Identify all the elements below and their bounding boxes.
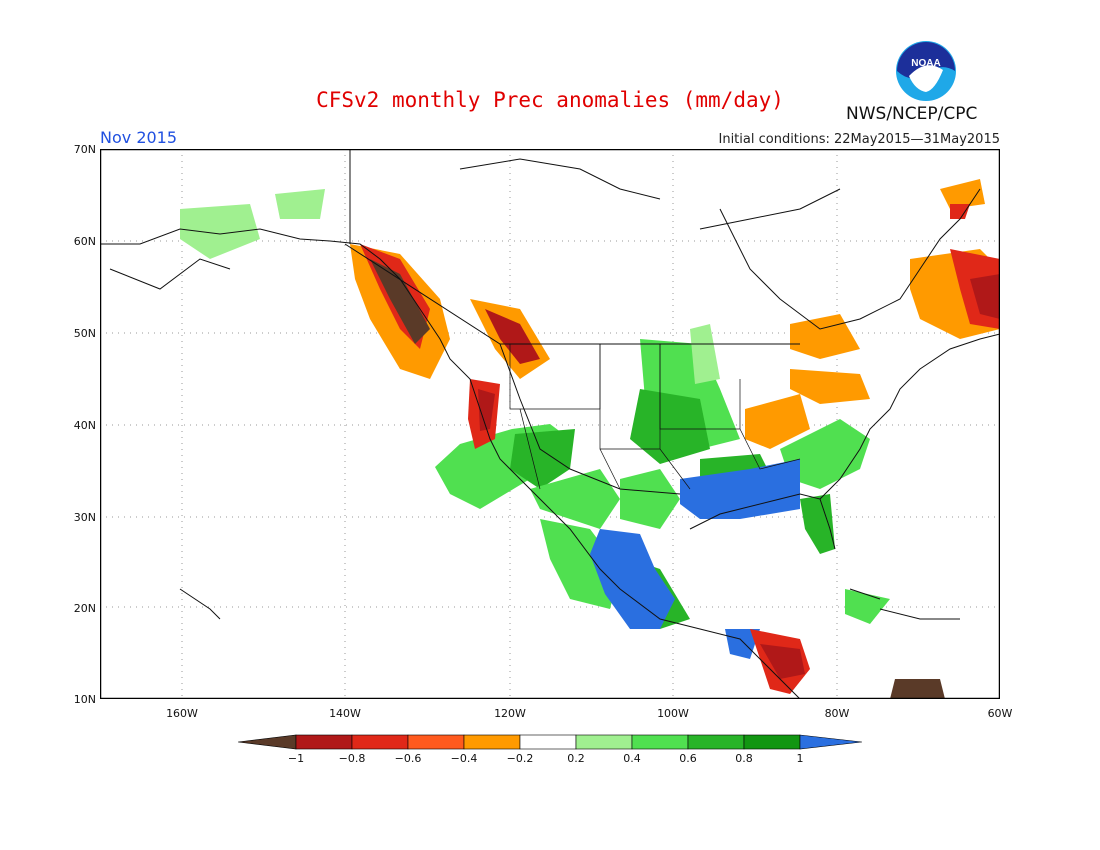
colorbar-label: 1: [796, 752, 804, 765]
map-frame: [100, 149, 1000, 699]
lat-tick-label: 70N: [73, 143, 96, 156]
colorbar-arrow-low: [238, 734, 297, 750]
lat-tick-label: 50N: [73, 327, 96, 340]
coastlines: [100, 149, 1000, 699]
lat-tick-label: 30N: [73, 511, 96, 524]
anomaly-field-blue-south: [590, 459, 800, 659]
colorbar-swatch: [295, 734, 353, 750]
colorbar-label: −0.2: [506, 752, 534, 765]
lat-tick-label: 20N: [73, 602, 96, 615]
colorbar-label: −0.6: [394, 752, 422, 765]
forecast-month-label: Nov 2015: [100, 128, 178, 147]
precip-anomaly-map: [100, 149, 1000, 699]
colorbar-label: −0.4: [450, 752, 478, 765]
anomaly-field-dry-central-america: [750, 629, 945, 699]
initial-conditions-label: Initial conditions: 22May2015—31May2015: [718, 132, 1001, 147]
colorbar-label: 0.6: [679, 752, 697, 765]
lat-tick-label: 40N: [73, 419, 96, 432]
colorbar-label: −0.8: [338, 752, 366, 765]
colorbar-label: −1: [287, 752, 305, 765]
colorbar: [238, 734, 862, 750]
anomaly-field-dry-west-coast: [350, 244, 550, 449]
colorbar-swatch: [463, 734, 521, 750]
map-title: CFSv2 monthly Prec anomalies (mm/day): [316, 88, 784, 112]
lon-tick-label: 100W: [657, 707, 689, 720]
colorbar-swatch: [687, 734, 745, 750]
noaa-logo-icon: NOAA: [896, 41, 956, 101]
lon-tick-label: 120W: [494, 707, 526, 720]
lat-tick-label: 10N: [73, 693, 96, 706]
colorbar-swatch: [743, 734, 801, 750]
lon-tick-label: 160W: [166, 707, 198, 720]
colorbar-arrow-high: [799, 734, 862, 750]
lon-tick-label: 140W: [329, 707, 361, 720]
state-borders: [509, 344, 801, 490]
colorbar-swatch: [631, 734, 689, 750]
colorbar-swatch: [407, 734, 465, 750]
colorbar-swatch: [519, 734, 577, 750]
colorbar-label: 0.4: [623, 752, 641, 765]
colorbar-label: 0.2: [567, 752, 585, 765]
noaa-logo-text: NOAA: [911, 58, 940, 69]
lon-tick-label: 80W: [824, 707, 850, 720]
colorbar-swatch: [351, 734, 409, 750]
lat-tick-label: 60N: [73, 235, 96, 248]
anomaly-field-dry-northeast: [745, 179, 1000, 449]
colorbar-swatch: [575, 734, 633, 750]
lon-tick-label: 60W: [987, 707, 1013, 720]
colorbar-label: 0.8: [735, 752, 753, 765]
agency-label: NWS/NCEP/CPC: [846, 104, 978, 124]
